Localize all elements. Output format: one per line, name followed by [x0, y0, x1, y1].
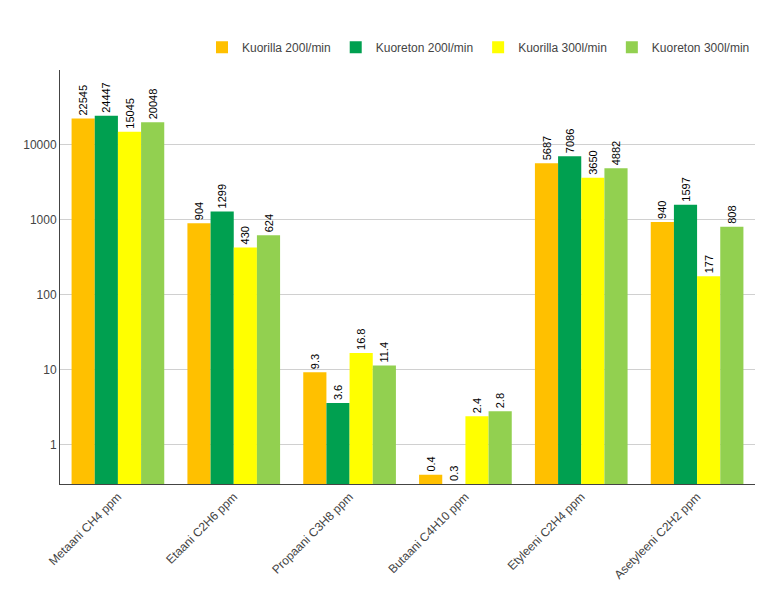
svg-text:Asetyleeni C2H2 ppm: Asetyleeni C2H2 ppm: [611, 490, 703, 582]
svg-text:1: 1: [50, 438, 57, 452]
svg-text:5687: 5687: [541, 136, 553, 160]
svg-text:3.6: 3.6: [332, 385, 344, 400]
svg-text:1299: 1299: [216, 184, 228, 208]
svg-text:0.3: 0.3: [448, 466, 460, 481]
svg-text:24447: 24447: [100, 82, 112, 113]
svg-text:904: 904: [193, 202, 205, 220]
svg-text:20048: 20048: [147, 89, 159, 120]
svg-text:940: 940: [656, 201, 668, 219]
svg-text:Metaani CH4 ppm: Metaani CH4 ppm: [46, 490, 124, 568]
svg-text:808: 808: [726, 206, 738, 224]
svg-text:10: 10: [43, 363, 57, 377]
svg-text:Propaani C3H8 ppm: Propaani C3H8 ppm: [269, 490, 356, 577]
svg-text:10000: 10000: [23, 138, 57, 152]
svg-text:Etaani C2H6 ppm: Etaani C2H6 ppm: [163, 490, 240, 567]
svg-text:Butaani C4H10 ppm: Butaani C4H10 ppm: [385, 490, 471, 576]
svg-text:9.3: 9.3: [309, 354, 321, 369]
svg-text:Kuorilla 300l/min: Kuorilla 300l/min: [518, 41, 607, 55]
svg-text:7086: 7086: [564, 129, 576, 153]
svg-text:Kuorilla 200l/min: Kuorilla 200l/min: [242, 41, 331, 55]
svg-text:4882: 4882: [610, 141, 622, 165]
svg-text:22545: 22545: [77, 85, 89, 116]
svg-text:11.4: 11.4: [378, 342, 390, 363]
svg-text:16.8: 16.8: [355, 329, 367, 350]
svg-text:1000: 1000: [30, 213, 57, 227]
svg-text:2.8: 2.8: [494, 393, 506, 408]
svg-text:1597: 1597: [680, 177, 692, 201]
svg-text:100: 100: [37, 288, 57, 302]
svg-text:15045: 15045: [124, 98, 136, 129]
svg-text:177: 177: [703, 255, 715, 273]
svg-text:2.4: 2.4: [471, 398, 483, 413]
svg-text:Kuoreton 200l/min: Kuoreton 200l/min: [376, 41, 473, 55]
svg-text:Kuoreton 300l/min: Kuoreton 300l/min: [652, 41, 749, 55]
svg-text:3650: 3650: [587, 150, 599, 174]
svg-text:430: 430: [239, 226, 251, 244]
svg-text:624: 624: [263, 214, 275, 232]
svg-text:Etyleeni C2H4 ppm: Etyleeni C2H4 ppm: [505, 490, 588, 573]
svg-text:0.4: 0.4: [425, 456, 437, 471]
